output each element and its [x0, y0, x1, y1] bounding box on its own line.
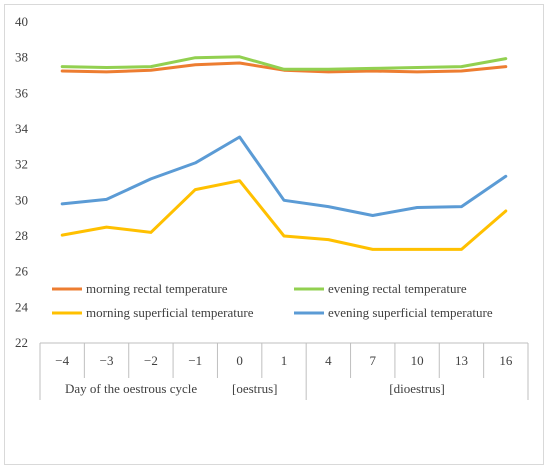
legend-label: morning superficial temperature [86, 305, 254, 320]
y-tick-label: 30 [15, 192, 28, 207]
x-tick-label: 4 [325, 353, 332, 368]
y-axis: 22 24 26 28 30 32 34 36 38 40 [15, 14, 29, 350]
legend-label: evening superficial temperature [328, 305, 493, 320]
x-tick-label: 10 [411, 353, 424, 368]
x-tick-label: −2 [144, 353, 158, 368]
y-tick-label: 28 [15, 228, 28, 243]
x-tick-label: 16 [499, 353, 513, 368]
x-tick-label: 13 [455, 353, 468, 368]
y-tick-label: 38 [15, 50, 28, 65]
x-tick-label: 1 [281, 353, 288, 368]
group-label-oestrus: [oestrus] [232, 381, 278, 396]
x-axis: −4 −3 −2 −1 0 1 4 7 10 13 16 [39, 342, 529, 400]
y-tick-label: 32 [15, 157, 28, 172]
group-label-day: Day of the oestrous cycle [65, 381, 197, 396]
series-lines [60, 55, 508, 251]
y-tick-label: 40 [15, 14, 28, 29]
series-line-1 [60, 55, 508, 71]
chart-frame [4, 4, 544, 465]
y-tick-label: 34 [15, 121, 29, 136]
x-tick-label: 0 [236, 353, 243, 368]
legend-label: evening rectal temperature [328, 281, 467, 296]
group-label-dioestrus: [dioestrus] [389, 381, 445, 396]
y-tick-label: 24 [15, 299, 29, 314]
legend: morning rectal temperature evening rectal… [52, 281, 493, 320]
y-tick-label: 36 [15, 85, 29, 100]
x-tick-label: −3 [100, 353, 114, 368]
y-tick-label: 26 [15, 264, 29, 279]
x-tick-label: −4 [55, 353, 69, 368]
x-group-labels: Day of the oestrous cycle [oestrus] [dioes… [65, 381, 445, 396]
x-tick-label: −1 [188, 353, 202, 368]
series-line-2 [60, 179, 508, 251]
y-tick-label: 22 [15, 335, 28, 350]
x-tick-label: 7 [369, 353, 376, 368]
series-line-3 [60, 135, 508, 217]
legend-label: morning rectal temperature [86, 281, 228, 296]
